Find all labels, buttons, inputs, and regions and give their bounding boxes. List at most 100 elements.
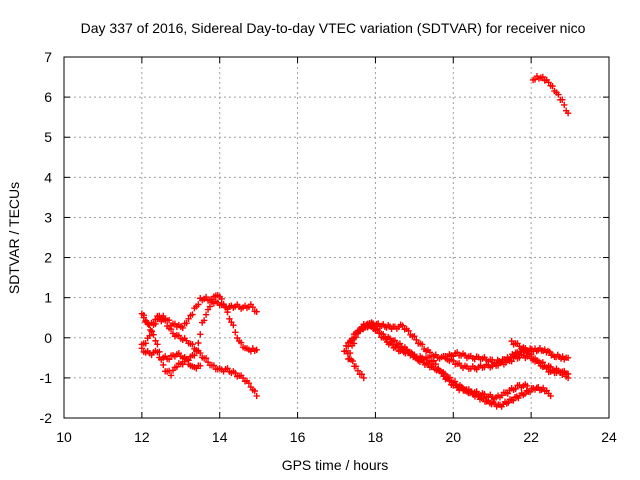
data-point bbox=[356, 327, 364, 335]
data-point bbox=[508, 358, 515, 365]
data-point bbox=[202, 355, 210, 362]
data-point bbox=[545, 79, 552, 86]
data-point bbox=[446, 377, 453, 384]
data-point bbox=[197, 349, 204, 357]
data-point bbox=[512, 385, 519, 393]
data-point bbox=[189, 311, 196, 318]
data-point bbox=[432, 360, 439, 368]
data-point bbox=[561, 101, 568, 109]
data-point bbox=[173, 363, 181, 370]
data-point bbox=[396, 340, 404, 347]
y-tick-label: 4 bbox=[44, 169, 52, 185]
data-point bbox=[413, 336, 420, 344]
data-point bbox=[195, 301, 202, 308]
data-point bbox=[526, 388, 534, 396]
data-point bbox=[197, 362, 204, 370]
data-point bbox=[160, 361, 167, 369]
x-tick-label: 12 bbox=[134, 429, 150, 445]
data-points bbox=[138, 73, 572, 410]
data-point bbox=[388, 341, 396, 348]
data-point bbox=[195, 339, 202, 347]
data-point bbox=[368, 321, 375, 328]
data-point bbox=[411, 351, 418, 358]
data-point bbox=[508, 337, 515, 345]
data-point bbox=[522, 346, 529, 354]
data-point bbox=[539, 73, 547, 81]
data-point bbox=[549, 82, 556, 90]
y-tick-label: 2 bbox=[44, 250, 52, 266]
y-tick-label: 1 bbox=[44, 290, 52, 306]
series-track-3 bbox=[138, 292, 260, 379]
data-point bbox=[142, 340, 149, 347]
data-point bbox=[179, 324, 186, 332]
data-point bbox=[399, 322, 406, 329]
data-point bbox=[210, 362, 218, 369]
data-point bbox=[239, 374, 247, 382]
data-point bbox=[171, 320, 179, 327]
data-point bbox=[253, 308, 260, 315]
data-point bbox=[191, 352, 198, 359]
data-point bbox=[358, 324, 366, 332]
data-point bbox=[564, 374, 572, 382]
data-point bbox=[251, 387, 258, 395]
data-point bbox=[253, 392, 260, 400]
data-point bbox=[393, 344, 401, 351]
series-track-7 bbox=[344, 321, 531, 402]
data-point bbox=[232, 329, 239, 336]
data-point bbox=[200, 317, 208, 324]
data-point bbox=[344, 350, 352, 357]
x-tick-label: 20 bbox=[445, 429, 461, 445]
data-point bbox=[249, 303, 257, 311]
data-point bbox=[148, 327, 156, 335]
data-point bbox=[391, 337, 399, 344]
data-point bbox=[547, 392, 554, 400]
data-point bbox=[206, 303, 214, 310]
data-point bbox=[539, 384, 547, 392]
data-point bbox=[535, 358, 543, 366]
data-point bbox=[411, 333, 418, 340]
data-point bbox=[360, 374, 367, 382]
y-tick-label: 6 bbox=[44, 89, 52, 105]
y-axis-title: SDTVAR / TECUs bbox=[6, 182, 22, 294]
data-point bbox=[193, 347, 200, 354]
data-point bbox=[430, 357, 438, 364]
y-tick-label: 5 bbox=[44, 129, 52, 145]
data-point bbox=[354, 367, 362, 374]
x-axis-title: GPS time / hours bbox=[282, 457, 389, 473]
data-point bbox=[418, 341, 426, 348]
data-point bbox=[189, 341, 196, 348]
data-point bbox=[349, 357, 356, 365]
plot-frame bbox=[63, 56, 610, 419]
data-point bbox=[559, 96, 566, 103]
y-tick-label: -2 bbox=[40, 410, 53, 426]
series-track-10 bbox=[508, 337, 572, 382]
data-point bbox=[185, 315, 192, 323]
x-tick-label: 10 bbox=[56, 429, 72, 445]
data-point bbox=[232, 369, 239, 377]
data-point bbox=[450, 357, 457, 365]
series-track-11 bbox=[529, 73, 572, 117]
data-point bbox=[561, 369, 568, 376]
data-point bbox=[167, 372, 175, 379]
data-point bbox=[138, 345, 146, 352]
data-point bbox=[183, 355, 190, 363]
data-point bbox=[505, 399, 512, 406]
data-point bbox=[527, 351, 535, 358]
x-tick-label: 16 bbox=[290, 429, 306, 445]
data-point bbox=[510, 397, 517, 404]
data-point bbox=[226, 315, 233, 323]
data-point bbox=[224, 308, 231, 316]
x-tick-label: 18 bbox=[368, 429, 384, 445]
data-point bbox=[202, 311, 210, 318]
data-point bbox=[222, 303, 229, 311]
x-tick-label: 22 bbox=[523, 429, 539, 445]
data-point bbox=[253, 346, 260, 354]
data-point bbox=[154, 315, 161, 323]
chart-title: Day 337 of 2016, Sidereal Day-to-day VTE… bbox=[81, 20, 586, 36]
data-point bbox=[245, 379, 253, 387]
data-point bbox=[152, 337, 159, 344]
data-point bbox=[555, 91, 562, 98]
series-track-9 bbox=[442, 351, 572, 378]
